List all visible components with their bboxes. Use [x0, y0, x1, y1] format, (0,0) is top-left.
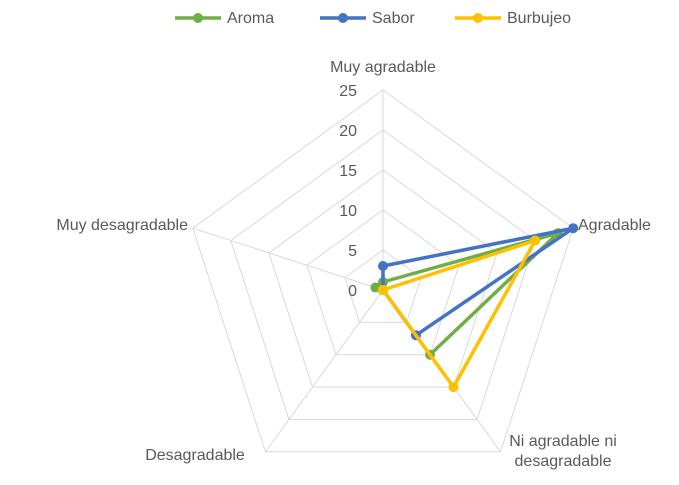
tick-label: 5: [348, 243, 357, 260]
category-label: Muy desagradable: [56, 217, 188, 234]
spoke: [265, 289, 384, 453]
grid-ring: [306, 209, 460, 356]
category-label: Ni agradable ni desagradable: [509, 433, 617, 470]
category-label: Desagradable: [145, 447, 245, 464]
tick-label: 10: [339, 203, 357, 220]
legend-marker: [193, 13, 203, 23]
category-label: Muy agradable: [330, 59, 436, 76]
marker: [378, 261, 388, 271]
marker: [530, 235, 541, 246]
marker: [568, 223, 579, 234]
series-line: [381, 238, 537, 389]
legend-marker: [473, 13, 483, 23]
legend-label: Sabor: [372, 10, 415, 27]
marker: [448, 382, 459, 393]
legend-label: Aroma: [227, 10, 274, 27]
marker: [378, 285, 388, 295]
tick-label: 20: [339, 123, 357, 140]
grid-ring: [230, 129, 536, 420]
marker: [370, 282, 381, 293]
category-label: Agradable: [578, 217, 651, 234]
legend-label: Burbujeo: [507, 10, 571, 27]
tick-label: 15: [339, 163, 357, 180]
legend-marker: [338, 13, 348, 23]
grid-ring: [268, 169, 498, 388]
tick-label: 0: [348, 283, 357, 300]
tick-label: 25: [339, 83, 357, 100]
spoke: [192, 227, 384, 291]
grid-ring: [192, 89, 574, 453]
